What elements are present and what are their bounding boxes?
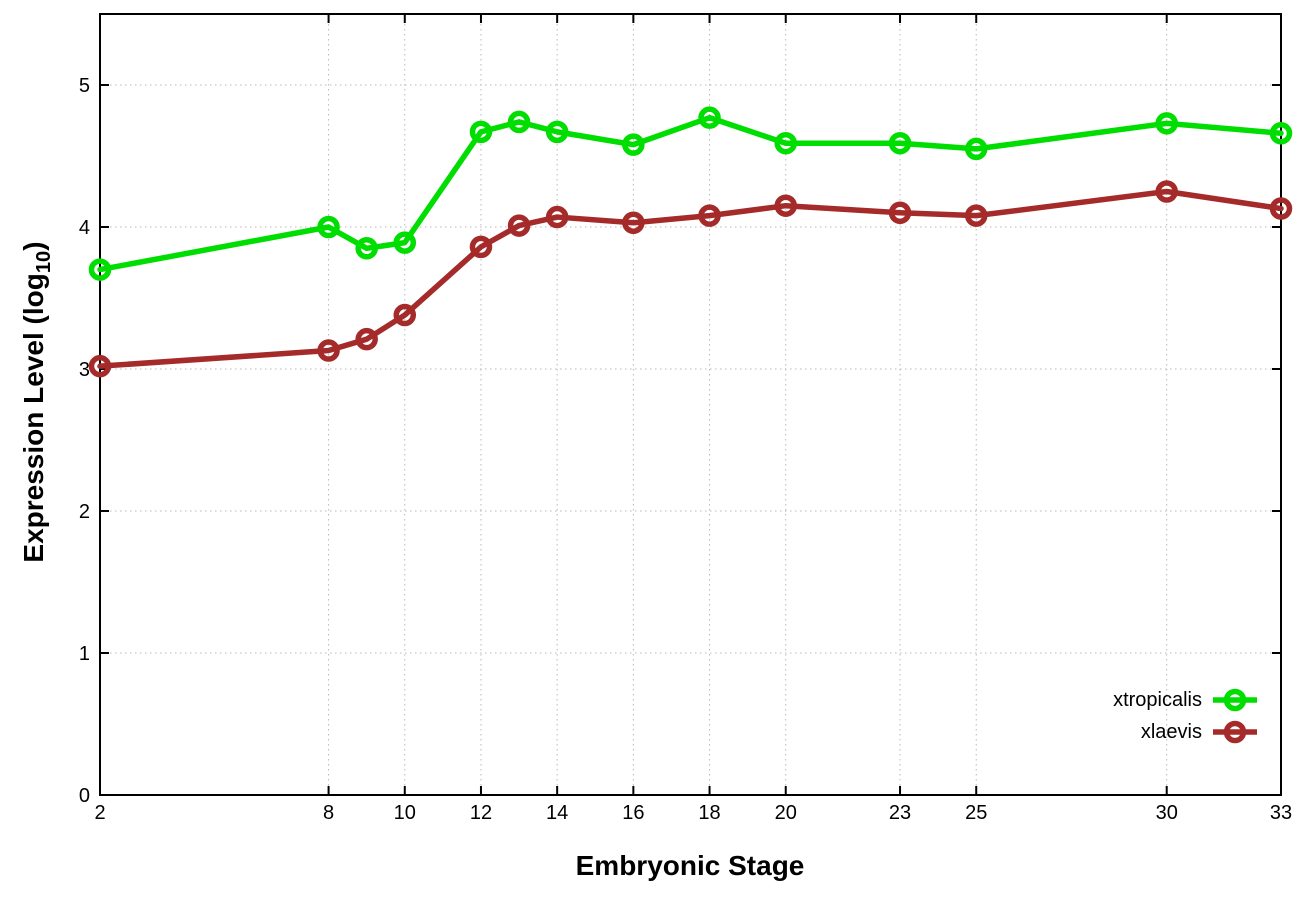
x-axis-title: Embryonic Stage: [575, 850, 805, 881]
y-tick-label: 1: [79, 643, 90, 665]
x-tick-label: 2: [94, 802, 105, 824]
data-point-xtropicalis: [622, 133, 645, 156]
y-tick-label: 5: [79, 75, 90, 97]
data-point-xlaevis: [469, 235, 493, 259]
data-point-xtropicalis: [507, 110, 531, 134]
data-point-xlaevis: [774, 194, 797, 217]
y-axis-title-close: ): [18, 241, 50, 251]
data-point-xtropicalis: [355, 237, 378, 260]
data-point-xlaevis: [317, 339, 340, 362]
data-point-xtropicalis: [698, 106, 721, 129]
x-tick-label: 8: [323, 802, 334, 824]
x-tick-label: 18: [698, 802, 720, 824]
legend-label-xlaevis: xlaevis: [1140, 720, 1202, 743]
legend-label-xtropicalis: xtropicalis: [1113, 688, 1202, 711]
data-point-xtropicalis: [1155, 112, 1178, 135]
data-point-xlaevis: [1155, 180, 1178, 203]
x-tick-label: 23: [889, 802, 911, 824]
x-tick-label: 20: [775, 802, 797, 824]
x-tick-label: 16: [622, 802, 644, 824]
data-point-xlaevis: [964, 204, 988, 227]
line-marker-icon: [1213, 688, 1257, 712]
x-tick-label: 12: [470, 802, 492, 824]
x-tick-label: 25: [965, 802, 987, 824]
series-line-xlaevis: [97, 188, 1284, 369]
x-tick-label: 14: [546, 802, 568, 824]
y-tick-label: 3: [79, 359, 90, 381]
data-point-xtropicalis: [964, 137, 988, 161]
data-point-xtropicalis: [774, 131, 797, 155]
data-point-xtropicalis: [545, 120, 569, 144]
legend-item-xlaevis: xlaevis: [1113, 716, 1258, 748]
series-line-xtropicalis: [97, 114, 1284, 273]
plot-border: [99, 13, 1282, 796]
legend-circle: [1223, 720, 1247, 744]
data-point-xtropicalis: [1269, 122, 1293, 145]
y-axis-title-subscript: 10: [32, 250, 55, 274]
y-tick-label: 2: [79, 501, 90, 523]
data-point-xtropicalis: [317, 215, 340, 239]
legend-item-xtropicalis: xtropicalis: [1113, 684, 1258, 716]
x-tick-label: 30: [1156, 802, 1178, 824]
data-point-xlaevis: [507, 214, 531, 237]
x-tick-label: 10: [394, 802, 416, 824]
data-point-xlaevis: [355, 327, 378, 351]
legend-circle: [1223, 688, 1247, 712]
data-point-xlaevis: [88, 354, 112, 378]
data-point-xtropicalis: [393, 231, 417, 254]
data-point-xlaevis: [698, 204, 721, 227]
data-point-xlaevis: [393, 303, 417, 327]
y-tick-label: 4: [79, 217, 90, 239]
data-point-xlaevis: [545, 205, 569, 229]
data-point-xlaevis: [888, 201, 912, 225]
x-tick-label: 33: [1270, 802, 1292, 824]
data-point-xtropicalis: [888, 131, 912, 155]
y-axis-title: Expression Level (log10): [18, 241, 56, 562]
line-marker-icon: [1213, 720, 1257, 744]
data-point-xlaevis: [1269, 197, 1293, 220]
legend: xtropicalis xlaevis: [1113, 684, 1258, 748]
data-point-xtropicalis: [469, 120, 493, 144]
data-point-xtropicalis: [88, 258, 112, 281]
data-point-xlaevis: [622, 211, 645, 234]
y-tick-label: 0: [79, 785, 90, 807]
y-axis-title-text: Expression Level (log: [18, 273, 50, 563]
